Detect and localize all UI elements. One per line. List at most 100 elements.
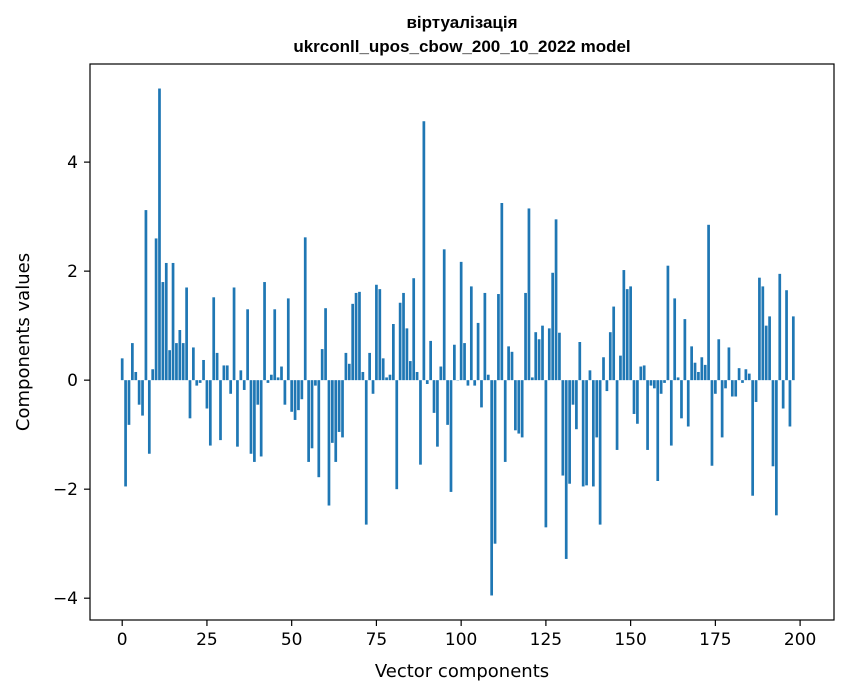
bar: [595, 380, 599, 438]
bar: [412, 278, 416, 381]
bar: [507, 346, 510, 381]
bar: [666, 265, 670, 381]
bar: [425, 380, 429, 384]
bar: [585, 380, 588, 486]
bar: [476, 322, 480, 381]
bar: [564, 380, 568, 559]
bar: [473, 380, 477, 386]
bar: [303, 237, 307, 381]
bar: [741, 380, 744, 383]
bar: [188, 380, 192, 419]
bar: [429, 340, 432, 381]
bar: [724, 380, 727, 389]
bar: [442, 249, 446, 381]
bar: [520, 380, 524, 438]
bar: [493, 380, 497, 544]
bar: [242, 380, 246, 390]
bar: [347, 363, 351, 381]
bar: [134, 371, 138, 381]
bar: [676, 377, 680, 381]
bar: [202, 359, 205, 381]
bar: [131, 343, 134, 381]
bar: [785, 290, 788, 381]
bar: [700, 357, 704, 381]
bar: [615, 380, 619, 450]
bar: [381, 358, 385, 381]
bar: [337, 380, 341, 432]
bar: [497, 294, 500, 381]
bar: [246, 309, 249, 381]
bar: [608, 332, 612, 381]
x-tick-label: 200: [784, 630, 816, 650]
bar: [290, 380, 294, 412]
bar: [219, 380, 222, 441]
bar: [625, 289, 629, 381]
bar: [486, 374, 490, 381]
bar: [483, 292, 487, 381]
bar: [405, 328, 409, 381]
bar: [229, 380, 233, 394]
bar: [703, 364, 707, 381]
bar: [161, 282, 165, 381]
bar: [690, 346, 693, 381]
bar: [449, 380, 453, 492]
bar: [510, 351, 514, 381]
bar: [480, 380, 483, 408]
x-tick-label: 100: [445, 630, 477, 650]
bar: [344, 352, 348, 381]
x-axis-label: Vector components: [375, 661, 549, 682]
bar: [636, 380, 639, 424]
bar: [680, 380, 683, 419]
bar: [378, 289, 382, 381]
bar: [781, 380, 785, 409]
bar: [263, 282, 266, 381]
y-tick-label: 0: [67, 371, 78, 391]
bar: [727, 347, 731, 381]
bar: [395, 380, 399, 490]
bar: [330, 380, 334, 443]
bar: [575, 380, 578, 430]
bar: [459, 261, 463, 381]
bar: [771, 380, 775, 467]
bar: [388, 374, 392, 381]
bar: [503, 380, 507, 462]
bar: [581, 380, 585, 487]
bar: [415, 371, 419, 381]
bar: [656, 380, 660, 481]
bar: [598, 380, 602, 525]
bar: [225, 365, 229, 381]
bar: [327, 380, 331, 506]
bar: [619, 355, 622, 381]
bar: [144, 210, 148, 381]
bar: [737, 368, 741, 381]
bar: [788, 380, 792, 427]
bar: [354, 292, 358, 381]
bar: [534, 332, 538, 381]
bar: [571, 380, 575, 405]
bar: [514, 380, 517, 431]
chart-subtitle: ukrconll_upos_cbow_200_10_2022 model: [293, 37, 630, 56]
bar: [629, 286, 632, 381]
bar: [151, 369, 155, 381]
bar: [632, 380, 636, 414]
x-tick-label: 150: [614, 630, 646, 650]
bar: [673, 298, 677, 381]
bar: [707, 224, 710, 381]
bars-group: [120, 88, 795, 596]
bar: [605, 380, 609, 392]
bar: [761, 286, 765, 381]
bar: [314, 380, 317, 386]
bar: [256, 380, 260, 405]
bar: [297, 380, 300, 411]
bar: [371, 380, 375, 394]
bar: [205, 380, 209, 409]
bar: [120, 358, 124, 381]
bar: [693, 362, 697, 381]
bar: [192, 347, 195, 381]
bar: [544, 380, 548, 528]
bar: [276, 377, 280, 381]
bar: [663, 380, 666, 383]
bar: [317, 380, 321, 478]
bar: [642, 365, 646, 381]
